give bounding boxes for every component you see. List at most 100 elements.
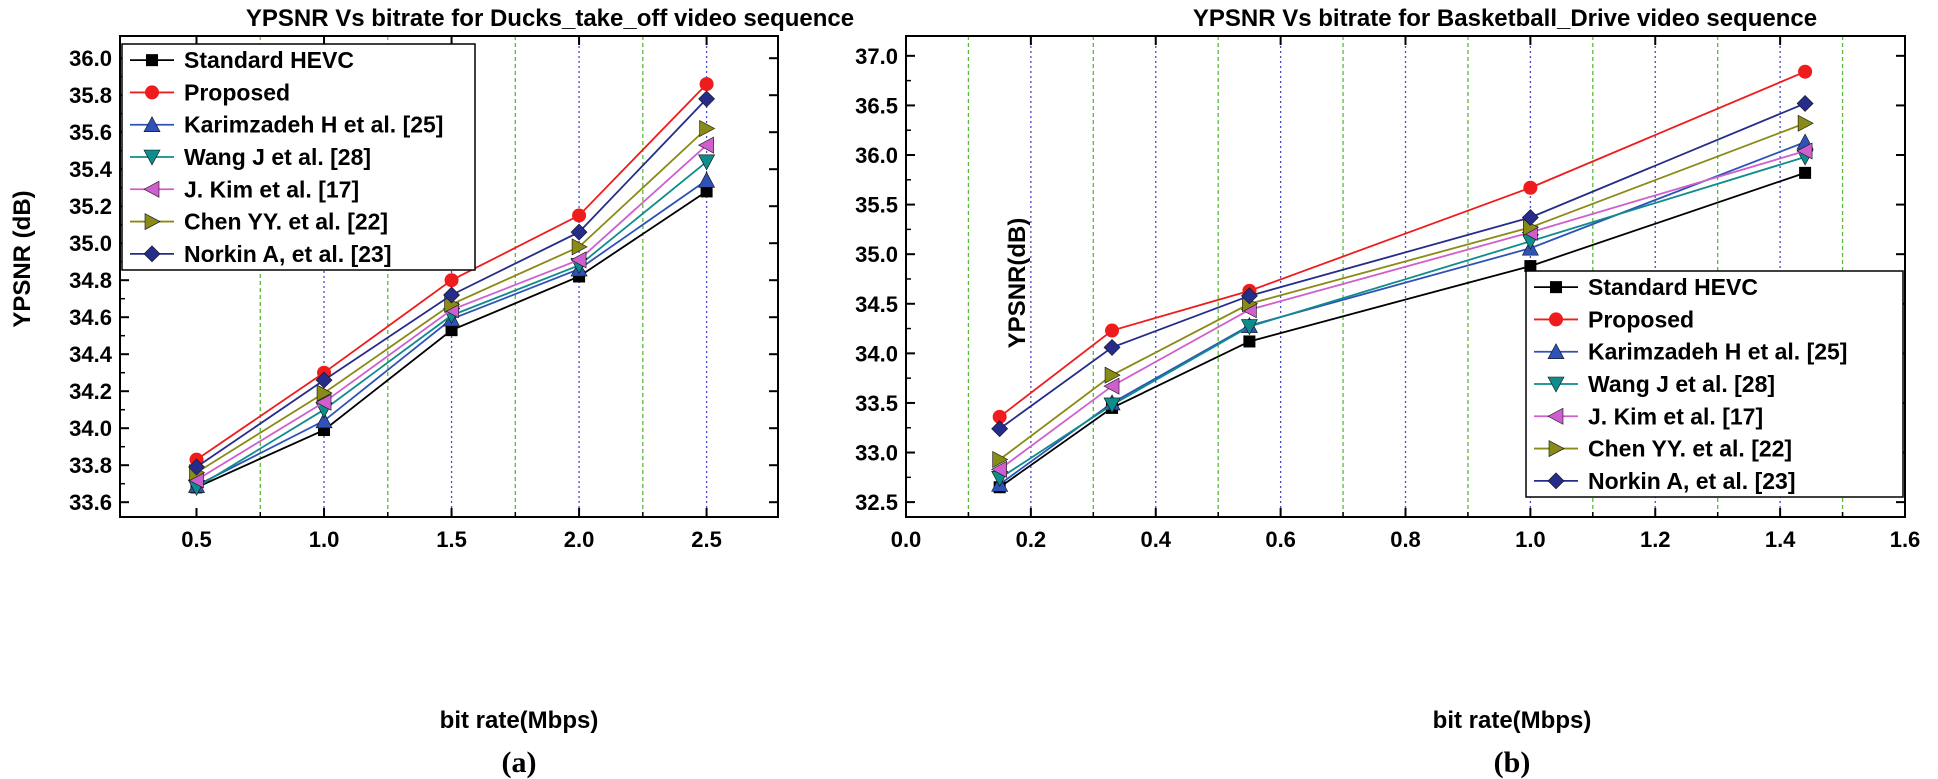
series-norkin-a-et-al-23-b xyxy=(991,95,1814,438)
data-point xyxy=(1103,377,1120,395)
y-axis-label-b: YPSNR(dB) xyxy=(1004,218,1031,349)
data-point xyxy=(315,371,333,389)
legend-label: Chen YY. et al. [22] xyxy=(184,209,388,235)
legend-item-chen-yy-et-al-22: Chen YY. et al. [22] xyxy=(130,209,388,235)
x-tick-label: 0.0 xyxy=(891,527,922,552)
data-point xyxy=(571,238,588,256)
x-tick-label: 1.6 xyxy=(1890,527,1921,552)
chart-panel-a: YPSNR Vs bitrate for Ducks_take_off vide… xyxy=(9,5,854,779)
legend-label: Norkin A, et al. [23] xyxy=(1588,468,1795,494)
x-axis-b: 0.0 0.2 0.4 0.6 0.8 1.0 1.2 1.4 1.6 xyxy=(891,36,1921,552)
y-tick-label: 36.0 xyxy=(69,46,112,71)
data-point xyxy=(570,251,587,269)
y-tick-label: 35.2 xyxy=(69,194,112,219)
data-point xyxy=(1524,260,1537,273)
y-tick-label: 33.6 xyxy=(69,490,112,515)
data-point xyxy=(1240,287,1258,305)
data-point xyxy=(698,90,716,108)
legend-marker xyxy=(143,116,161,133)
data-point xyxy=(1796,142,1813,160)
data-point xyxy=(570,223,588,241)
chart-title-b: YPSNR Vs bitrate for Basketball_Drive vi… xyxy=(1193,5,1817,32)
legend-item-j-kim-et-al-17: J. Kim et al. [17] xyxy=(130,176,359,202)
series-wang-j-et-al-28-b xyxy=(991,149,1814,487)
y-tick-label: 35.5 xyxy=(855,193,898,218)
plot-frame-a xyxy=(119,35,779,518)
legend-label: J. Kim et al. [17] xyxy=(1588,403,1763,429)
data-point xyxy=(1103,397,1121,414)
data-point xyxy=(700,185,713,198)
x-tick-label: 0.8 xyxy=(1390,527,1421,552)
y-tick-label: 34.4 xyxy=(69,342,113,367)
data-point xyxy=(1797,114,1814,132)
legend-marker xyxy=(143,245,161,263)
data-point xyxy=(992,450,1009,468)
x-tick-label: 0.2 xyxy=(1016,527,1047,552)
x-tick-label: 1.0 xyxy=(1515,527,1546,552)
y-tick-label: 35.0 xyxy=(855,242,898,267)
data-point xyxy=(315,412,333,429)
y-axis-b: 32.5 33.0 33.5 34.0 34.5 35.0 35.5 36.0 36.5 37.0 xyxy=(855,44,1905,515)
x-tick-label: 1.4 xyxy=(1765,527,1796,552)
x-tick-label: 1.5 xyxy=(436,527,467,552)
y-tick-label: 34.0 xyxy=(855,341,898,366)
legend-marker xyxy=(1547,376,1565,393)
y-tick-label: 36.5 xyxy=(855,93,898,118)
legend-a: Standard HEVC Proposed Karimzadeh H et al.… xyxy=(121,43,476,271)
legend-item-norkin-a-et-al-23: Norkin A, et al. [23] xyxy=(130,241,391,267)
y-tick-label: 37.0 xyxy=(855,44,898,69)
data-point xyxy=(1105,323,1120,338)
legend-label: Karimzadeh H et al. [25] xyxy=(184,112,443,138)
legend-label: Proposed xyxy=(1588,306,1694,332)
y-tick-label: 36.0 xyxy=(855,143,898,168)
figure-caption-b: (b) xyxy=(1494,746,1531,779)
legend-item-wang-j-et-al-28: Wang J et al. [28] xyxy=(1534,371,1775,397)
data-point xyxy=(1103,338,1121,356)
y-tick-label: 33.0 xyxy=(855,441,898,466)
data-point xyxy=(699,120,716,137)
legend-item-norkin-a-et-al-23: Norkin A, et al. [23] xyxy=(1534,468,1795,494)
data-point xyxy=(445,324,458,337)
x-tick-label: 1.2 xyxy=(1640,527,1671,552)
data-point xyxy=(188,458,205,476)
x-axis-a: 0.5 1.0 1.5 2.0 2.5 xyxy=(181,36,722,552)
data-point xyxy=(315,393,332,411)
x-axis-label-b: bit rate(Mbps) xyxy=(1433,707,1592,734)
legend-item-proposed: Proposed xyxy=(1534,306,1694,332)
x-tick-label: 2.0 xyxy=(564,527,595,552)
x-tick-label: 0.5 xyxy=(181,527,212,552)
legend-item-proposed: Proposed xyxy=(130,79,290,105)
y-tick-label: 35.0 xyxy=(69,231,112,256)
data-point xyxy=(1799,166,1812,179)
legend-marker xyxy=(1547,407,1564,425)
x-tick-label: 0.4 xyxy=(1140,527,1171,552)
legend-marker xyxy=(146,54,158,67)
legend-label: Norkin A, et al. [23] xyxy=(184,241,391,267)
data-point xyxy=(444,273,459,288)
data-point xyxy=(1104,366,1121,384)
y-tick-label: 34.5 xyxy=(855,292,898,317)
legend-item-j-kim-et-al-17: J. Kim et al. [17] xyxy=(1534,403,1763,429)
legend-box xyxy=(121,43,476,271)
y-tick-label: 33.5 xyxy=(855,391,898,416)
legend-label: J. Kim et al. [17] xyxy=(184,176,359,202)
legend-marker xyxy=(144,213,161,231)
y-axis-a: 33.6 33.8 34.0 34.2 34.4 34.6 34.8 35.0 35.2 35.4… xyxy=(69,46,778,515)
y-tick-label: 33.8 xyxy=(69,453,112,478)
y-tick-label: 34.0 xyxy=(69,416,112,441)
legend-label: Proposed xyxy=(184,79,290,105)
legend-marker xyxy=(1550,281,1562,294)
legend-marker xyxy=(145,85,159,100)
data-point xyxy=(1521,209,1539,226)
legend-marker xyxy=(143,149,161,166)
legend-item-karimzadeh-h-et-al-25: Karimzadeh H et al. [25] xyxy=(1534,339,1847,365)
data-point xyxy=(572,208,587,223)
chart-panel-b: YPSNR Vs bitrate for Basketball_Drive vi… xyxy=(855,5,1920,779)
legend-marker xyxy=(1548,440,1565,458)
data-point xyxy=(698,154,716,171)
y-tick-label: 32.5 xyxy=(855,490,898,515)
data-point xyxy=(1243,335,1256,348)
y-tick-label: 34.6 xyxy=(69,305,112,330)
data-point xyxy=(992,409,1007,424)
